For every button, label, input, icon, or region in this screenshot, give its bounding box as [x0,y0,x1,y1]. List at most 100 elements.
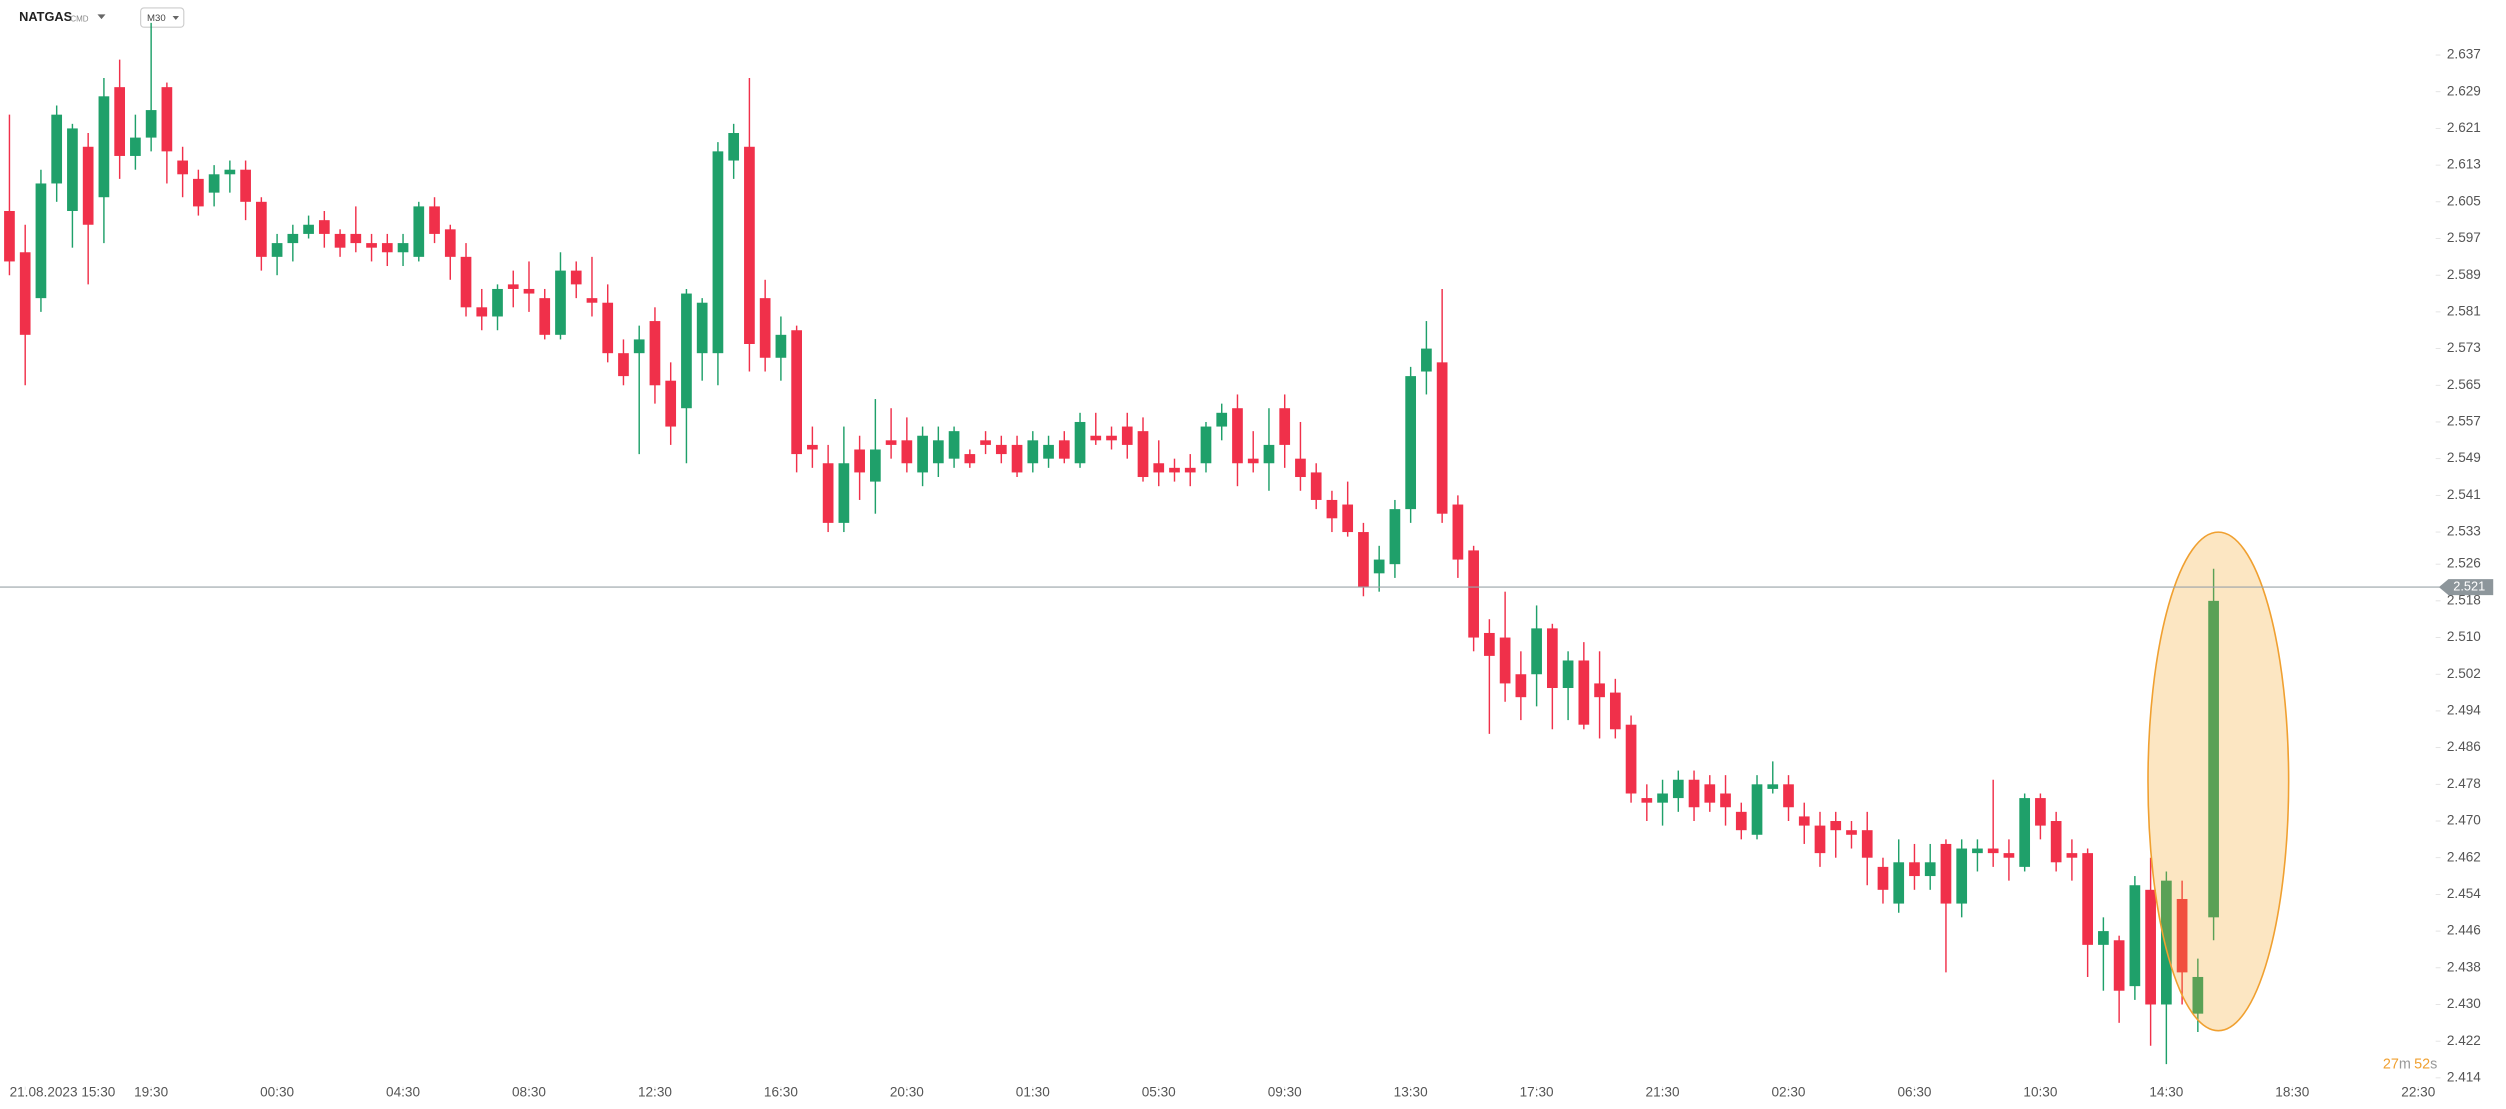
candle-body [1830,821,1842,831]
candle-body [208,174,220,193]
candle-body [1924,862,1936,877]
candle-body [1657,793,1668,803]
y-tick-label: 2.470 [2447,813,2481,828]
candle-body [429,206,440,234]
y-tick-label: 2.589 [2447,267,2481,282]
candle-body [4,210,15,262]
x-tick-label: 06:30 [1897,1085,1931,1100]
candle-body [161,87,173,152]
candle-body [822,463,834,523]
y-tick-label: 2.422 [2447,1033,2481,1048]
x-tick-label: 20:30 [890,1085,924,1100]
candle-body [1373,559,1385,574]
candle-body [444,229,456,257]
candle-body [397,243,409,253]
candle-body [1184,467,1196,473]
x-tick-label: 13:30 [1394,1085,1428,1100]
interval[interactable]: M30 [147,13,166,24]
candle-body [665,380,677,427]
countdown-minutes: 27 [2383,1056,2399,1072]
y-tick-label: 2.486 [2447,739,2481,754]
candle-body [586,298,598,303]
current-price-tag [2438,579,2494,596]
candle-body [2035,798,2046,826]
symbol-dropdown[interactable] [97,14,106,20]
candle-body [1216,412,1228,427]
candle-body [1562,660,1574,689]
x-tick-label: 09:30 [1268,1085,1302,1100]
candle-body [51,114,63,184]
candle-body [775,334,787,358]
candle-body [696,302,708,354]
candle-body [838,463,850,523]
candle-body [602,302,614,354]
y-tick-label: 2.454 [2447,886,2481,901]
candle-body [240,169,251,202]
candle-body [1358,532,1369,588]
candle-body [948,431,960,459]
x-tick-label: 14:30 [2149,1085,2183,1100]
candle-body [1200,426,1212,464]
interval-box[interactable] [140,7,185,28]
y-tick-label: 2.565 [2447,377,2481,392]
candle-body [1704,784,1716,803]
candle-body [1263,444,1275,464]
candle-body [35,183,47,299]
candle-body [523,288,535,294]
candle-body [1625,724,1637,794]
candle-body [1798,816,1810,826]
candle-body [2003,853,2015,858]
candle-body [870,449,881,482]
candle-body [759,298,771,358]
candle-body [1546,628,1558,689]
candle-body [2098,931,2109,945]
candle-body [1310,472,1322,500]
candle-body [980,440,991,445]
candle-body [287,233,299,244]
candle-body [618,353,629,377]
candle-body [2113,940,2125,991]
candle-body [67,128,78,211]
symbol[interactable]: NATGAS [19,9,72,24]
countdown-unit: m [2399,1056,2411,1072]
candle-body [1956,848,1968,904]
candle-body [82,146,94,225]
candle-body [2019,798,2031,867]
candle-body [728,133,740,161]
candle-body [1594,683,1605,698]
x-tick-label: 01:30 [1016,1085,1050,1100]
candle-body [570,270,582,285]
candle-body [1499,637,1511,684]
candle-body [1027,440,1039,464]
candle-body [1247,458,1259,464]
candle-body [2192,976,2204,1014]
y-tick-label: 2.613 [2447,157,2481,172]
x-tick-label: 21:30 [1646,1085,1680,1100]
y-tick-label: 2.430 [2447,996,2481,1011]
candle-body [807,444,818,450]
y-tick-label: 2.510 [2447,629,2481,644]
candle-body [193,178,204,207]
current-price-label: 2.521 [2453,578,2485,593]
countdown-unit: s [2430,1056,2437,1072]
candle-body [1295,458,1306,478]
candle-body [791,330,802,455]
candle-body [334,233,346,248]
candle-body [885,440,897,445]
y-tick-label: 2.526 [2447,556,2481,571]
x-tick-label: 10:30 [2023,1085,2057,1100]
y-tick-label: 2.581 [2447,303,2481,318]
x-tick-label: 21.08.2023 15:30 [10,1085,116,1100]
y-tick-label: 2.414 [2447,1069,2481,1084]
y-tick-label: 2.549 [2447,450,2481,465]
candle-body [1421,348,1432,372]
countdown: 27m 52s [2383,1056,2437,1072]
candle-body [1877,866,1889,890]
candle-body [1909,862,1920,877]
y-tick-label: 2.462 [2447,849,2481,864]
candle-body [476,307,488,317]
candle-body [1751,784,1763,835]
candle-body [177,160,188,175]
interval-dropdown[interactable] [172,15,179,20]
